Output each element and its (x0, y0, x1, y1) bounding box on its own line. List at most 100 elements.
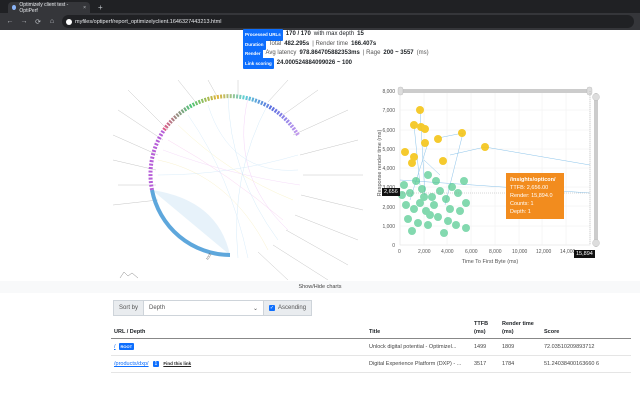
render-cell: 1784 (499, 355, 541, 373)
svg-text:8,000: 8,000 (382, 89, 395, 95)
render-time-value: 166.407s (351, 40, 377, 47)
header-score[interactable]: Score (541, 318, 631, 339)
stat-processed: Processed URLs 170 / 170 with max depth … (243, 29, 429, 41)
x-slider-right-handle[interactable] (586, 86, 593, 96)
render-cell: 1809 (499, 338, 541, 356)
svg-text:2,000: 2,000 (382, 205, 395, 211)
tooltip: /insights/opticon/ TTFB: 2,656.00 Render… (506, 173, 564, 219)
duration-label: Total (268, 40, 282, 47)
svg-text:4,000: 4,000 (441, 249, 454, 255)
title-cell: Unlock digital potential - Optimizel... (366, 338, 471, 356)
processed-value: 170 / 170 (285, 31, 311, 37)
header-url-depth[interactable]: URL / Depth (111, 318, 366, 339)
svg-text:8,000: 8,000 (489, 249, 502, 255)
find-link-button[interactable]: Find this link (163, 361, 192, 366)
svg-text:2,000: 2,000 (418, 249, 431, 255)
tooltip-ttfb: TTFB: 2,656.00 (510, 185, 549, 191)
root-arc[interactable] (150, 189, 231, 257)
scatter-points-green (398, 171, 470, 237)
svg-text:10,000: 10,000 (512, 249, 528, 255)
crosshair-x-label: 15,894 (574, 250, 595, 258)
sort-controls: Sort by Depth ⌄ ✓ Ascending (113, 300, 313, 316)
scoring-value: 24.000524884099026 ~ 100 (276, 59, 353, 66)
root-label: root (205, 251, 213, 260)
y-zoom-slider[interactable] (594, 93, 598, 247)
processed-badge: Processed URLs (243, 29, 283, 41)
latency-value: 978.864705882353ms (299, 50, 360, 56)
scatter-points-yellow (401, 106, 489, 167)
scatter-chart[interactable]: 0 2,000 4,000 6,000 8,000 10,000 12,000 14,000… (370, 85, 610, 275)
scoring-badge: Link scoring (243, 57, 274, 69)
crosshair-y-label: 2,656 (382, 188, 400, 196)
url-text: myfiles/optiperf/report_optimizelyclient… (75, 18, 222, 25)
score-cell: 51.24038400163660 6 (541, 355, 631, 373)
new-tab-button[interactable]: + (98, 3, 103, 12)
url-link[interactable]: / (114, 344, 116, 350)
x-slider-left-handle[interactable] (397, 86, 404, 96)
depth-badge: ROOT (118, 343, 135, 350)
results-table: URL / Depth Title TTFB (ms) Render time … (111, 318, 631, 373)
processed-label: with max depth (313, 31, 355, 37)
charts-area: root (108, 80, 608, 280)
tab-title: Optimizely client test - OptiPerf (19, 1, 69, 14)
render-time-label: | Render time (312, 40, 349, 47)
svg-text:6,000: 6,000 (465, 249, 478, 255)
header-ttfb[interactable]: TTFB (ms) (471, 318, 499, 339)
show-hide-charts-button[interactable]: Show/Hide charts (0, 281, 640, 293)
duration-total: 482.295s (284, 40, 310, 47)
tooltip-counts: Counts: 1 (510, 201, 534, 207)
ascending-label: Ascending (278, 305, 307, 311)
ttfb-cell: 1499 (471, 338, 499, 356)
max-depth-value: 15 (357, 31, 364, 37)
sort-select[interactable]: Depth ⌄ (144, 300, 265, 316)
svg-text:1,000: 1,000 (382, 224, 395, 230)
url-link[interactable]: /products/dxp/ (114, 361, 149, 367)
table-header-row: URL / Depth Title TTFB (ms) Render time … (111, 318, 631, 339)
svg-text:6,000: 6,000 (382, 128, 395, 134)
address-bar-row: ← → ⟳ ⌂ myfiles/optiperf/report_optimize… (0, 13, 640, 30)
latency-label: Avg latency (265, 50, 297, 56)
site-info-icon[interactable] (66, 18, 72, 25)
svg-text:0: 0 (392, 243, 395, 249)
ascending-checkbox[interactable]: ✓ (269, 305, 276, 311)
browser-tab[interactable]: Optimizely client test - OptiPerf × (8, 1, 90, 14)
stat-duration: Duration Total 482.295s | Render time 16… (243, 38, 429, 50)
svg-text:7,000: 7,000 (382, 108, 395, 114)
title-cell: Digital Experience Platform (DXP) - ... (366, 355, 471, 373)
stats-panel: Processed URLs 170 / 170 with max depth … (243, 29, 429, 69)
chord-labels (112, 80, 364, 280)
ascending-toggle[interactable]: ✓ Ascending (264, 300, 313, 316)
svg-text:5,000: 5,000 (382, 147, 395, 153)
tooltip-depth: Depth: 1 (510, 209, 531, 215)
table-row: /products/dxp/1 Find this link Digital Ex… (111, 355, 631, 373)
range-value: 200 ~ 3557 (383, 50, 414, 56)
home-icon[interactable]: ⌂ (49, 18, 55, 25)
depth-badge: 1 (152, 361, 160, 367)
header-title[interactable]: Title (366, 318, 471, 339)
table-row: / ROOT Unlock digital potential - Optimiz… (111, 338, 631, 356)
x-zoom-slider[interactable] (400, 89, 590, 93)
close-tab-icon[interactable]: × (83, 4, 86, 11)
svg-text:0: 0 (398, 249, 401, 255)
forward-icon[interactable]: → (20, 18, 28, 25)
duration-badge: Duration (243, 38, 266, 50)
browser-tab-strip: Optimizely client test - OptiPerf × + (0, 0, 640, 14)
chord-diagram[interactable]: root (108, 80, 368, 280)
render-badge: Render (243, 48, 263, 60)
y-slider-top-handle[interactable] (592, 93, 600, 101)
sort-by-label: Sort by (113, 300, 145, 316)
tooltip-render: Render: 15,894.0 (510, 193, 553, 199)
url-input[interactable]: myfiles/optiperf/report_optimizelyclient… (62, 15, 634, 28)
reload-icon[interactable]: ⟳ (35, 18, 41, 26)
range-unit: (ms) (416, 50, 429, 56)
chart-decoration-icon (119, 271, 139, 279)
sort-value: Depth (149, 305, 166, 311)
y-slider-bottom-handle[interactable] (592, 239, 600, 247)
header-render-time[interactable]: Render time (ms) (499, 318, 541, 339)
back-icon[interactable]: ← (6, 18, 14, 25)
stat-scoring: Link scoring 24.000524884099026 ~ 100 (243, 57, 429, 69)
stat-render: Render Avg latency 978.864705882353ms | … (243, 48, 429, 60)
chevron-down-icon: ⌄ (252, 305, 259, 312)
svg-text:4,000: 4,000 (382, 166, 395, 172)
favicon-icon (12, 5, 17, 10)
